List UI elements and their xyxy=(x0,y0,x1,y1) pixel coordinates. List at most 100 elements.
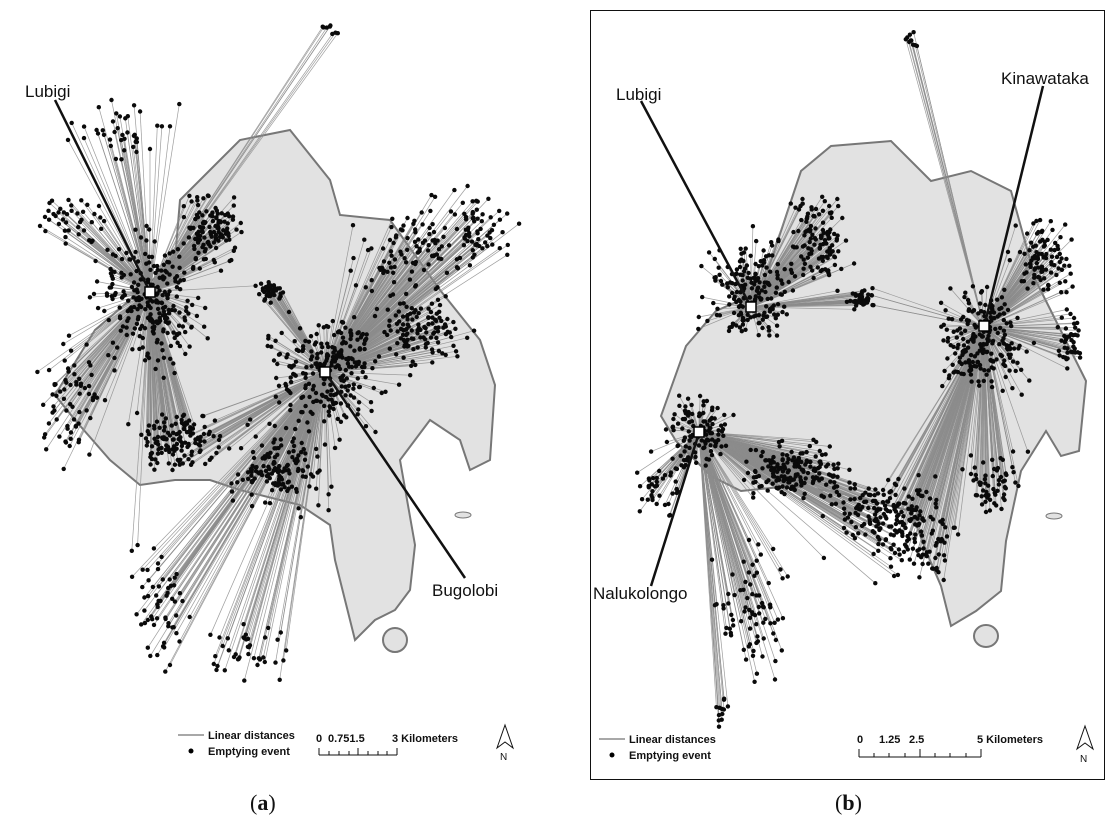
emptying-event-dot xyxy=(126,298,131,303)
emptying-event-dot xyxy=(362,361,367,366)
distance-line xyxy=(324,239,365,373)
emptying-event-dot xyxy=(203,461,208,467)
emptying-event-dot xyxy=(105,247,110,252)
emptying-event-dot xyxy=(763,254,769,259)
emptying-event-dot xyxy=(355,337,360,342)
emptying-event-dot xyxy=(950,362,955,367)
emptying-event-dot xyxy=(303,385,308,391)
distance-line xyxy=(249,371,326,646)
emptying-event-dot xyxy=(351,386,356,391)
emptying-event-dot xyxy=(423,325,428,331)
emptying-event-dot xyxy=(362,237,367,242)
emptying-event-dot xyxy=(166,307,171,313)
emptying-event-dot xyxy=(834,236,840,242)
emptying-event-dot xyxy=(189,199,194,204)
emptying-event-dot xyxy=(150,282,155,287)
emptying-event-dot xyxy=(119,295,125,300)
emptying-event-dot xyxy=(426,315,431,320)
emptying-event-dot xyxy=(167,272,172,277)
emptying-event-dot xyxy=(231,654,237,660)
emptying-event-dot xyxy=(387,346,392,351)
emptying-event-dot xyxy=(394,233,399,238)
emptying-event-dot xyxy=(811,275,816,281)
emptying-event-dot xyxy=(754,288,760,293)
distance-line xyxy=(698,431,771,608)
emptying-event-dot xyxy=(160,412,165,417)
linear-distances-a xyxy=(37,25,520,681)
distance-line xyxy=(68,230,151,293)
emptying-event-dot xyxy=(172,599,178,604)
emptying-event-dot xyxy=(306,429,312,434)
emptying-event-dot xyxy=(1008,320,1013,325)
emptying-event-dot xyxy=(321,25,326,30)
emptying-event-dot xyxy=(145,303,151,308)
emptying-event-dot xyxy=(505,211,510,216)
emptying-event-dot xyxy=(346,383,352,388)
emptying-event-dot xyxy=(167,577,172,582)
emptying-event-dot xyxy=(756,264,761,269)
island-b xyxy=(973,624,999,648)
emptying-event-dot xyxy=(1003,374,1008,380)
emptying-event-dot xyxy=(423,345,428,350)
emptying-event-dot xyxy=(392,257,398,262)
emptying-event-dot xyxy=(1001,328,1007,333)
emptying-event-dot xyxy=(289,484,295,489)
emptying-event-dot xyxy=(187,614,192,620)
emptying-event-dot xyxy=(983,302,988,308)
emptying-event-dot xyxy=(737,325,743,330)
emptying-event-dot xyxy=(311,383,316,389)
emptying-event-dot xyxy=(968,372,974,377)
emptying-event-dot xyxy=(191,422,197,427)
emptying-event-dot xyxy=(144,443,149,448)
distance-line xyxy=(149,125,158,293)
emptying-event-dot xyxy=(276,467,282,473)
emptying-event-dot xyxy=(166,311,172,316)
emptying-event-dot xyxy=(331,406,336,412)
emptying-event-dot xyxy=(139,432,144,437)
emptying-event-dot xyxy=(211,434,216,439)
emptying-event-dot xyxy=(773,316,778,321)
distance-line xyxy=(149,261,215,293)
emptying-event-dot xyxy=(249,473,254,478)
emptying-event-dot xyxy=(214,215,219,220)
emptying-event-dot xyxy=(401,301,406,306)
emptying-event-dot xyxy=(155,263,160,269)
emptying-event-dot xyxy=(418,335,423,340)
emptying-event-dot xyxy=(348,336,353,342)
emptying-event-dot xyxy=(331,350,336,355)
distance-line xyxy=(698,431,886,506)
emptying-event-dot xyxy=(335,31,340,36)
emptying-event-dot xyxy=(500,230,505,235)
emptying-event-dot xyxy=(405,215,410,221)
emptying-event-dot xyxy=(142,326,148,331)
emptying-event-dot xyxy=(61,396,67,401)
emptying-event-dot xyxy=(789,261,794,266)
emptying-event-dot xyxy=(164,316,170,321)
emptying-event-dot xyxy=(388,265,394,270)
emptying-event-dot xyxy=(396,309,401,314)
emptying-event-dot xyxy=(463,227,468,232)
emptying-event-dot xyxy=(177,265,182,270)
emptying-event-dot xyxy=(227,258,232,264)
emptying-event-dot xyxy=(497,246,502,251)
emptying-event-dot xyxy=(95,131,101,136)
emptying-event-dot xyxy=(779,278,784,283)
emptying-event-dot xyxy=(505,242,510,248)
distance-line xyxy=(750,294,857,308)
emptying-event-dot xyxy=(471,328,477,333)
emptying-event-dot xyxy=(70,404,75,409)
emptying-event-dot xyxy=(297,326,303,331)
emptying-event-dot xyxy=(490,242,495,247)
emptying-event-dot xyxy=(759,288,764,293)
emptying-event-dot xyxy=(812,242,817,247)
emptying-event-dot xyxy=(1019,392,1024,397)
emptying-event-dot xyxy=(762,272,768,278)
emptying-event-dot xyxy=(486,196,491,201)
emptying-event-dot xyxy=(430,360,435,365)
emptying-event-dot xyxy=(737,264,743,270)
emptying-event-dot xyxy=(66,197,71,203)
distance-line xyxy=(750,232,824,308)
emptying-event-dot xyxy=(112,355,117,361)
emptying-event-dot xyxy=(405,235,410,241)
emptying-event-dot xyxy=(413,362,418,368)
